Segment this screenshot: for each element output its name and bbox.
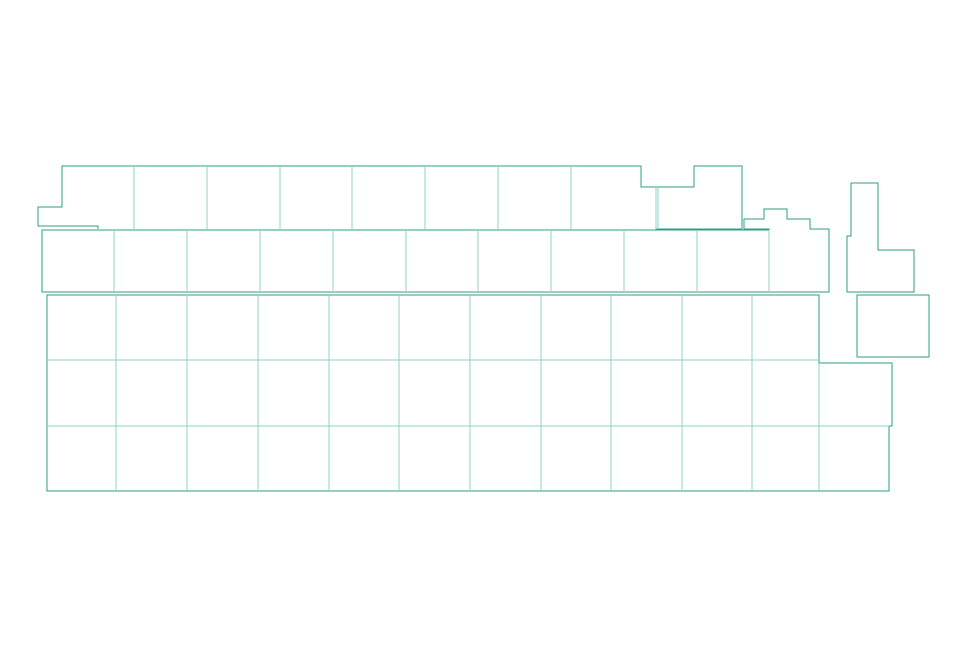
right-step-block <box>846 182 915 293</box>
right-small-square <box>856 294 930 358</box>
main-block-outline <box>46 294 893 492</box>
right-small-square-outline <box>856 294 930 358</box>
row-1-left-tab <box>37 206 99 229</box>
row-2-outline <box>41 208 830 293</box>
main-block <box>46 294 893 492</box>
row-1-outline <box>38 165 743 230</box>
right-step-block-outline <box>846 182 915 293</box>
row-2 <box>41 208 830 293</box>
row-1 <box>37 165 743 230</box>
